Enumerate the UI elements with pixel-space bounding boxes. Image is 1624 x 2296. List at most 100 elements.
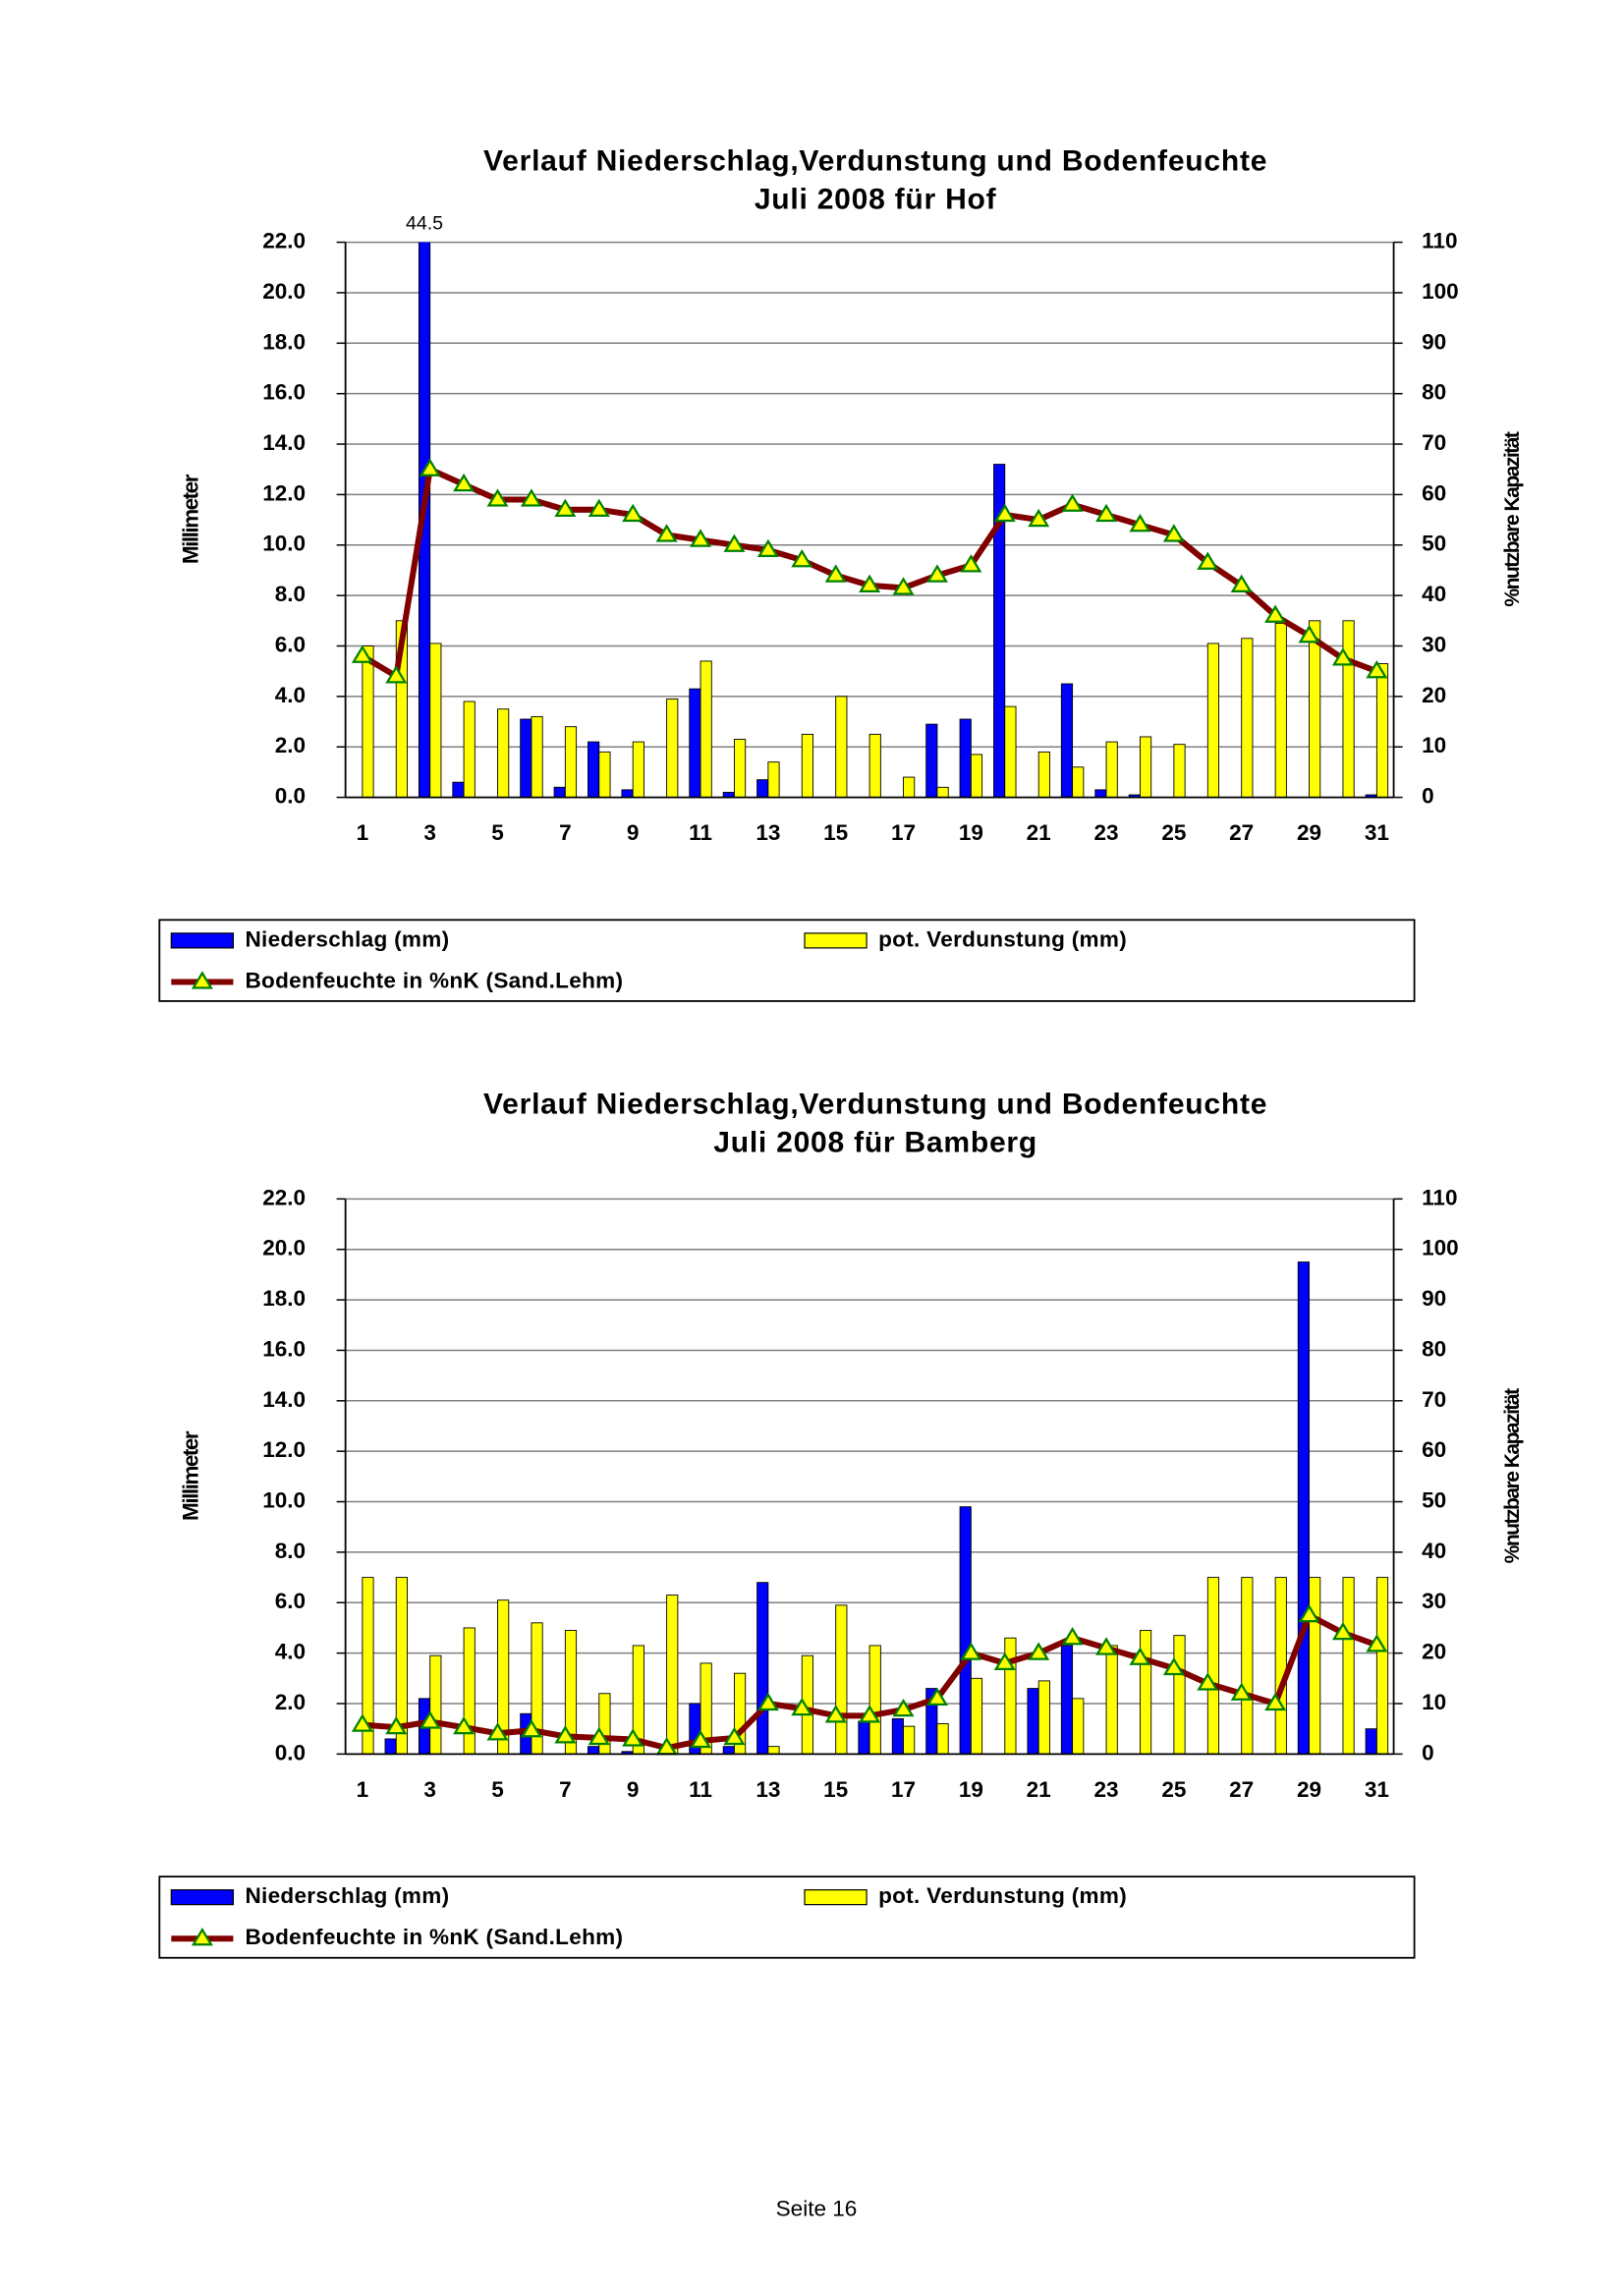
x-tick-label: 17: [891, 1777, 916, 1802]
bar: [395, 620, 408, 798]
bar: [903, 776, 916, 798]
bar: [531, 715, 543, 798]
bar: [959, 718, 972, 798]
bar: [1094, 789, 1107, 798]
bar: [1027, 1688, 1039, 1755]
bar: [1206, 643, 1220, 798]
bar: [1274, 622, 1287, 798]
line-marker: [1230, 1682, 1253, 1701]
line-marker: [960, 1642, 982, 1660]
line-marker: [1095, 1637, 1118, 1655]
bar: [767, 761, 780, 798]
bar: [588, 1746, 600, 1755]
line-marker: [1197, 551, 1219, 570]
bar: [1375, 663, 1389, 798]
line-marker: [690, 1729, 712, 1749]
y2-tick-label: 50: [1422, 1487, 1446, 1512]
x-tick-label: 17: [891, 820, 916, 845]
y2-axis-label: %nutzbare Kapazität: [1501, 431, 1524, 606]
y2-tick-label: 40: [1422, 1539, 1446, 1563]
line-marker: [1095, 503, 1118, 523]
overflow-label: 44.5: [406, 213, 443, 235]
bar: [970, 1677, 983, 1755]
line-marker: [756, 538, 779, 558]
line-marker: [1061, 1627, 1084, 1646]
bar: [1105, 1645, 1118, 1755]
bar: [531, 1622, 543, 1755]
line-marker: [588, 1726, 610, 1746]
legend-label: Bodenfeuchte in %nK (Sand.Lehm): [245, 1925, 623, 1949]
line-marker: [486, 488, 509, 507]
line-marker: [520, 1719, 542, 1738]
y-tick-label: 20.0: [262, 1236, 306, 1260]
bar: [553, 786, 566, 798]
line-marker: [1331, 1621, 1354, 1641]
line-marker: [588, 498, 610, 517]
y2-tick-label: 30: [1422, 1589, 1446, 1613]
line-marker: [690, 529, 712, 547]
line-marker: [1264, 1692, 1287, 1711]
y-tick-label: 12.0: [262, 480, 306, 505]
legend-swatch: [804, 1889, 868, 1906]
y2-tick-label: 10: [1422, 733, 1446, 757]
bar: [588, 741, 600, 798]
line-marker: [453, 473, 476, 492]
x-tick-label: 19: [959, 820, 983, 845]
bar: [1297, 1261, 1310, 1755]
y-tick-label: 0.0: [275, 1740, 306, 1764]
x-tick-label: 11: [689, 820, 712, 845]
bar: [959, 1506, 972, 1755]
bar: [384, 1738, 397, 1755]
bar: [1342, 620, 1355, 798]
y-tick-label: 8.0: [275, 582, 306, 606]
line-marker: [993, 503, 1016, 523]
line-marker: [351, 644, 373, 663]
x-tick-label: 27: [1229, 1777, 1254, 1802]
y2-tick-label: 80: [1422, 380, 1446, 405]
line-marker: [824, 1705, 847, 1723]
x-tick-label: 5: [491, 820, 504, 845]
line-marker: [351, 1713, 373, 1732]
y-tick-label: 0.0: [275, 784, 306, 809]
bar: [1241, 1577, 1254, 1755]
y-axis-label: Millimeter: [178, 474, 202, 564]
chart-title: Verlauf Niederschlag,Verdunstung und Bod…: [483, 144, 1267, 177]
bar: [993, 464, 1006, 798]
y2-tick-label: 110: [1422, 229, 1457, 253]
line-marker: [824, 564, 847, 583]
x-tick-label: 23: [1093, 820, 1118, 845]
x-tick-label: 9: [627, 1777, 640, 1802]
legend-label: pot. Verdunstung (mm): [878, 1883, 1127, 1908]
y2-tick-label: 10: [1422, 1690, 1446, 1714]
bar: [1274, 1577, 1287, 1755]
bar: [1206, 1577, 1220, 1755]
bar: [756, 1582, 769, 1755]
bar: [1060, 683, 1074, 798]
line-marker: [791, 1697, 813, 1716]
y2-tick-label: 20: [1422, 683, 1446, 707]
bar: [1072, 1698, 1085, 1755]
y-tick-label: 22.0: [262, 229, 306, 253]
y-tick-label: 18.0: [262, 1286, 306, 1311]
bar: [1173, 744, 1186, 798]
legend-swatch: [804, 932, 868, 949]
x-tick-label: 7: [559, 1777, 572, 1802]
line-marker: [892, 577, 915, 595]
bar: [868, 1645, 881, 1755]
line-marker: [1230, 574, 1253, 593]
y-tick-label: 8.0: [275, 1539, 306, 1563]
y-axis-label: Millimeter: [178, 1430, 202, 1521]
line-marker: [1366, 659, 1388, 679]
line-marker: [859, 1705, 881, 1723]
bar: [903, 1725, 916, 1755]
legend-marker: [191, 971, 213, 989]
x-tick-label: 29: [1297, 820, 1321, 845]
bar: [362, 1577, 374, 1755]
line-marker: [554, 498, 577, 517]
legend-swatch: [170, 932, 235, 949]
line-marker: [419, 458, 441, 476]
bar: [1037, 1680, 1050, 1755]
y-tick-label: 4.0: [275, 683, 306, 707]
y-tick-label: 6.0: [275, 632, 306, 656]
bar: [891, 1717, 904, 1755]
